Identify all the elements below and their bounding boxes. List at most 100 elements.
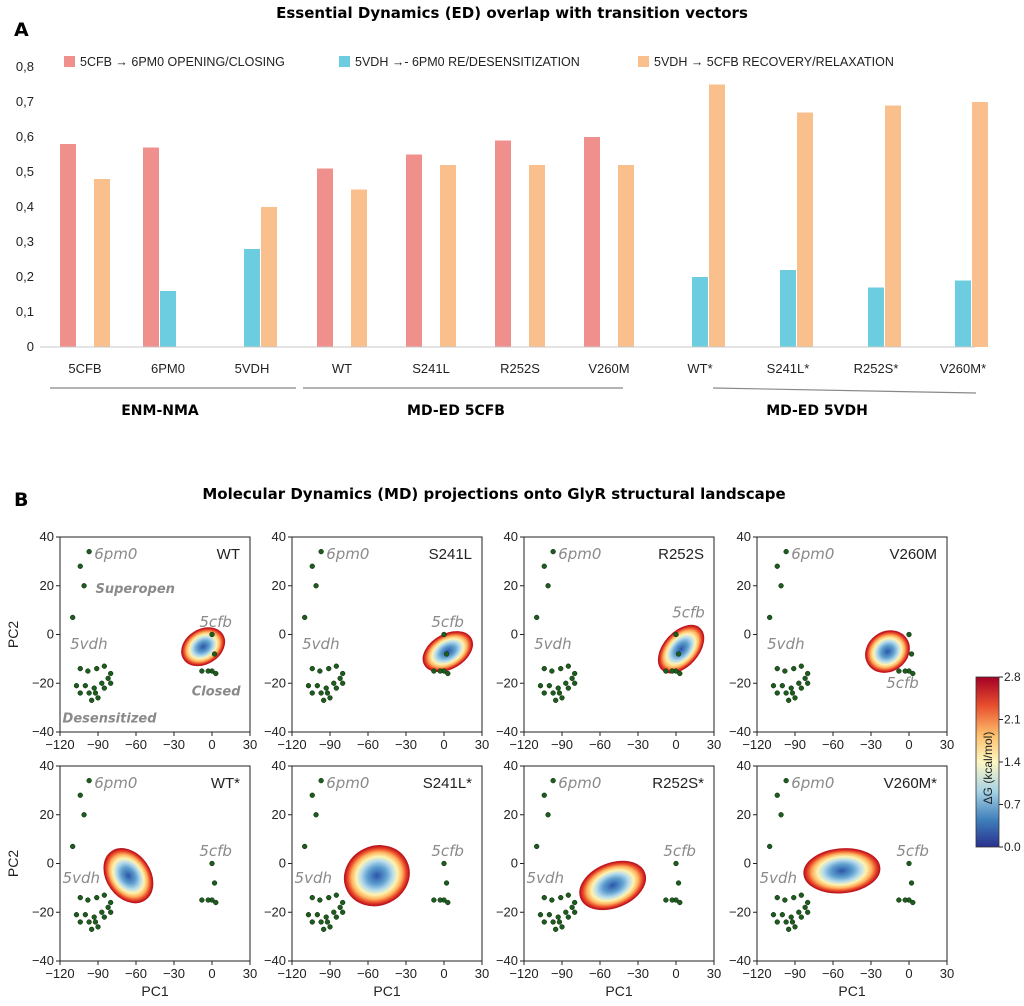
reference-point	[86, 548, 92, 555]
reference-point	[677, 670, 683, 677]
x-tick-label: −90	[87, 966, 109, 981]
y-tick-label: −20	[32, 675, 54, 690]
reference-point	[569, 904, 575, 911]
reference-point	[906, 860, 912, 867]
reference-point	[546, 683, 552, 689]
x-tick-label: 30	[940, 737, 954, 752]
reference-point	[563, 680, 569, 686]
reference-point	[553, 697, 559, 703]
y-tick-label: 40	[272, 758, 286, 773]
x-tick-label: 30	[707, 737, 721, 752]
reference-point	[89, 926, 95, 932]
reference-point	[774, 665, 780, 672]
colorbar-tick-label: 0.0	[1004, 840, 1021, 854]
reference-point	[326, 894, 332, 901]
reference-point	[82, 683, 88, 689]
reference-point	[550, 548, 556, 555]
y-tick-label: −20	[264, 904, 286, 919]
bar-legend: 5CFB → 6PM0 OPENING/CLOSING 5VDH →- 6PM0…	[64, 55, 894, 69]
reference-point	[767, 843, 773, 850]
reference-point	[209, 860, 215, 867]
x-tick-label: 30	[707, 966, 721, 981]
reference-point	[675, 651, 682, 657]
reference-point	[569, 675, 575, 682]
y-tick-label: 20	[504, 807, 518, 822]
y-tick-label: −40	[264, 724, 286, 739]
x-tick-label: −90	[319, 966, 341, 981]
reference-point	[321, 697, 327, 703]
x-tick-label: −90	[551, 737, 573, 752]
y-tick-label: −20	[264, 675, 286, 690]
x-tick-label: −60	[589, 737, 611, 752]
label-5cfb: 5cfb	[431, 842, 464, 860]
landscape-panel-WT*: 6pm0 5vdh 5cfb WT* −120 −90 −60 −30 0 30 −40 −20 0 20…	[5, 758, 257, 999]
reference-point	[95, 695, 101, 701]
x-tick-label: −120	[509, 737, 538, 752]
reference-point	[89, 697, 95, 703]
y-tick-label: 0,4	[16, 199, 34, 214]
y-tick-label: 0,5	[16, 164, 34, 179]
reference-point	[318, 548, 324, 555]
legend-label-0: 5CFB → 6PM0 OPENING/CLOSING	[80, 55, 285, 69]
y-tick-label: −20	[32, 904, 54, 919]
y-tick-label: 20	[737, 578, 751, 593]
reference-point	[908, 880, 915, 886]
panel-b-letter: B	[14, 489, 28, 511]
colorbar-tick-label: 2.1	[1004, 713, 1021, 727]
y-tick-label: 40	[272, 529, 286, 544]
reference-point	[798, 663, 804, 669]
legend-label-1: 5VDH →- 6PM0 RE/DESENSITIZATION	[355, 55, 580, 69]
reference-point	[767, 614, 773, 621]
y-tick-label: 40	[737, 529, 751, 544]
x-tick-label: 0	[208, 737, 215, 752]
reference-point	[337, 904, 343, 911]
x-tick-label: −30	[860, 966, 882, 981]
y-tick-label: 0	[279, 627, 286, 642]
reference-point	[445, 670, 451, 677]
reference-point	[77, 792, 83, 798]
reference-point	[318, 919, 324, 925]
bar-R252S-series-0	[495, 140, 511, 347]
reference-point	[337, 675, 343, 682]
reference-point	[792, 924, 798, 930]
reference-point	[549, 668, 555, 674]
y-tick-label: 40	[504, 758, 518, 773]
x-tick-label: 0	[672, 966, 679, 981]
reference-point	[317, 897, 323, 903]
free-energy-basin	[865, 630, 910, 673]
reference-point	[549, 897, 555, 903]
reference-point	[802, 675, 808, 682]
reference-point	[95, 924, 101, 930]
label-5vdh: 5vdh	[70, 635, 107, 653]
category-label-V260M*: V260M*	[940, 361, 986, 376]
x-tick-label: 30	[243, 966, 257, 981]
reference-point	[902, 897, 908, 903]
panel-name-label: V260M*	[884, 775, 938, 792]
y-tick-label: −40	[32, 724, 54, 739]
reference-point	[101, 685, 107, 691]
x-tick-label: 30	[475, 966, 489, 981]
reference-point	[908, 651, 915, 657]
legend-label-2: 5VDH → 5CFB RECOVERY/RELAXATION	[654, 55, 894, 69]
reference-point	[199, 897, 205, 903]
state-label-superopen: Superopen	[95, 582, 174, 597]
reference-point	[792, 695, 798, 701]
bar-category-labels: 5CFB 6PM0 5VDH WT S241L R252S V260M WT* S241L* R2…	[68, 361, 986, 376]
reference-point	[774, 690, 780, 696]
reference-point	[789, 690, 796, 696]
reference-point	[902, 668, 908, 674]
category-label-V260M: V260M	[588, 361, 629, 376]
reference-point	[302, 614, 308, 621]
x-tick-label: −90	[784, 737, 806, 752]
x-tick-label: 0	[208, 966, 215, 981]
label-5cfb: 5cfb	[431, 613, 464, 631]
y-tick-label: 0,6	[16, 129, 34, 144]
free-energy-basin	[657, 624, 705, 674]
reference-point	[213, 670, 219, 677]
x-tick-label: −90	[87, 737, 109, 752]
reference-point	[675, 880, 682, 886]
reference-point	[565, 663, 571, 669]
reference-point	[782, 668, 788, 674]
reference-point	[443, 651, 450, 657]
category-label-R252S*: R252S*	[854, 361, 899, 376]
